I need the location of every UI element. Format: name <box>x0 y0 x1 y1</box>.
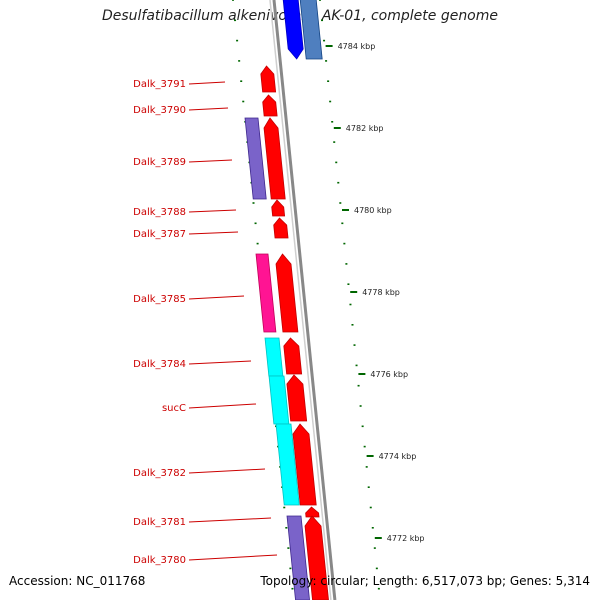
forward-cds-dalk-3791 <box>260 65 277 93</box>
gene-label: Dalk_3781 <box>133 517 186 528</box>
gene-label: sucC <box>162 403 186 414</box>
reverse-cds-succ <box>268 375 290 425</box>
gene-label-leader <box>188 403 257 409</box>
reverse-cds-top-slate <box>299 0 323 60</box>
scale-tick-label: 4784 kbp <box>338 42 376 51</box>
scale-tick-label: 4774 kbp <box>379 452 417 461</box>
forward-cds-dalk-3781 <box>305 506 320 518</box>
gene-label: Dalk_3790 <box>133 105 186 116</box>
scale-tick-label: 4782 kbp <box>346 124 384 133</box>
forward-cds-succ <box>286 374 308 422</box>
gene-label: Dalk_3785 <box>133 294 186 305</box>
reverse-cds-dalk-3782 <box>275 423 300 506</box>
scale-tick-label: 4780 kbp <box>354 206 392 215</box>
reverse-cds-top-blue <box>282 0 304 60</box>
accession-text: Accession: NC_011768 <box>9 574 146 588</box>
forward-cds-dalk-3787 <box>273 217 289 239</box>
gene-label: Dalk_3782 <box>133 468 186 479</box>
scale-tick-label: 4772 kbp <box>387 534 425 543</box>
forward-cds-dalk-3790 <box>262 94 278 117</box>
gene-label-leader <box>188 209 237 213</box>
forward-cds-dalk-3784 <box>283 337 303 375</box>
reverse-cds-dalk-3780 <box>286 515 310 600</box>
forward-cds-dalk-3788 <box>271 199 286 217</box>
genome-summary-text: Topology: circular; Length: 6,517,073 bp… <box>260 574 590 588</box>
scale-layer: 4784 kbp 4782 kbp 4780 kbp 4778 kbp 4776 kbp… <box>325 42 425 543</box>
forward-cds-dalk-3789 <box>263 117 286 200</box>
gene-label-leader <box>188 159 233 163</box>
gene-label-leader <box>188 231 239 235</box>
gene-label: Dalk_3787 <box>133 229 186 240</box>
backbone-outer-line <box>272 0 337 600</box>
backbone-inner-line <box>269 0 332 600</box>
reverse-cds-dalk-3784 <box>264 337 284 377</box>
gene-label-leader <box>188 468 266 474</box>
gene-label-leader <box>188 81 226 85</box>
gene-label-leader <box>188 517 272 523</box>
gene-label: Dalk_3789 <box>133 157 186 168</box>
forward-cds-dalk-3782 <box>292 423 317 506</box>
forward-cds-dalk-3780 <box>304 515 329 600</box>
gene-label: Dalk_3791 <box>133 79 186 90</box>
scale-tick-label: 4776 kbp <box>370 370 408 379</box>
gene-label: Dalk_3784 <box>133 359 186 370</box>
gene-label-leader <box>188 107 229 111</box>
label-layer: Dalk_3791 Dalk_3790 Dalk_3789 Dalk_3788 Dalk… <box>133 79 278 566</box>
scale-tick-label: 4778 kbp <box>362 288 400 297</box>
forward-cds-dalk-3785 <box>275 253 299 333</box>
backbone-layer <box>269 0 337 600</box>
feature-layer <box>244 0 329 600</box>
gene-label: Dalk_3780 <box>133 555 186 566</box>
gene-label-leader <box>188 554 278 561</box>
reverse-cds-dalk-3789 <box>244 117 267 200</box>
gene-label-leader <box>188 295 245 300</box>
gene-label-leader <box>188 360 252 365</box>
reverse-cds-dalk-3785 <box>255 253 277 333</box>
gene-label: Dalk_3788 <box>133 207 186 218</box>
